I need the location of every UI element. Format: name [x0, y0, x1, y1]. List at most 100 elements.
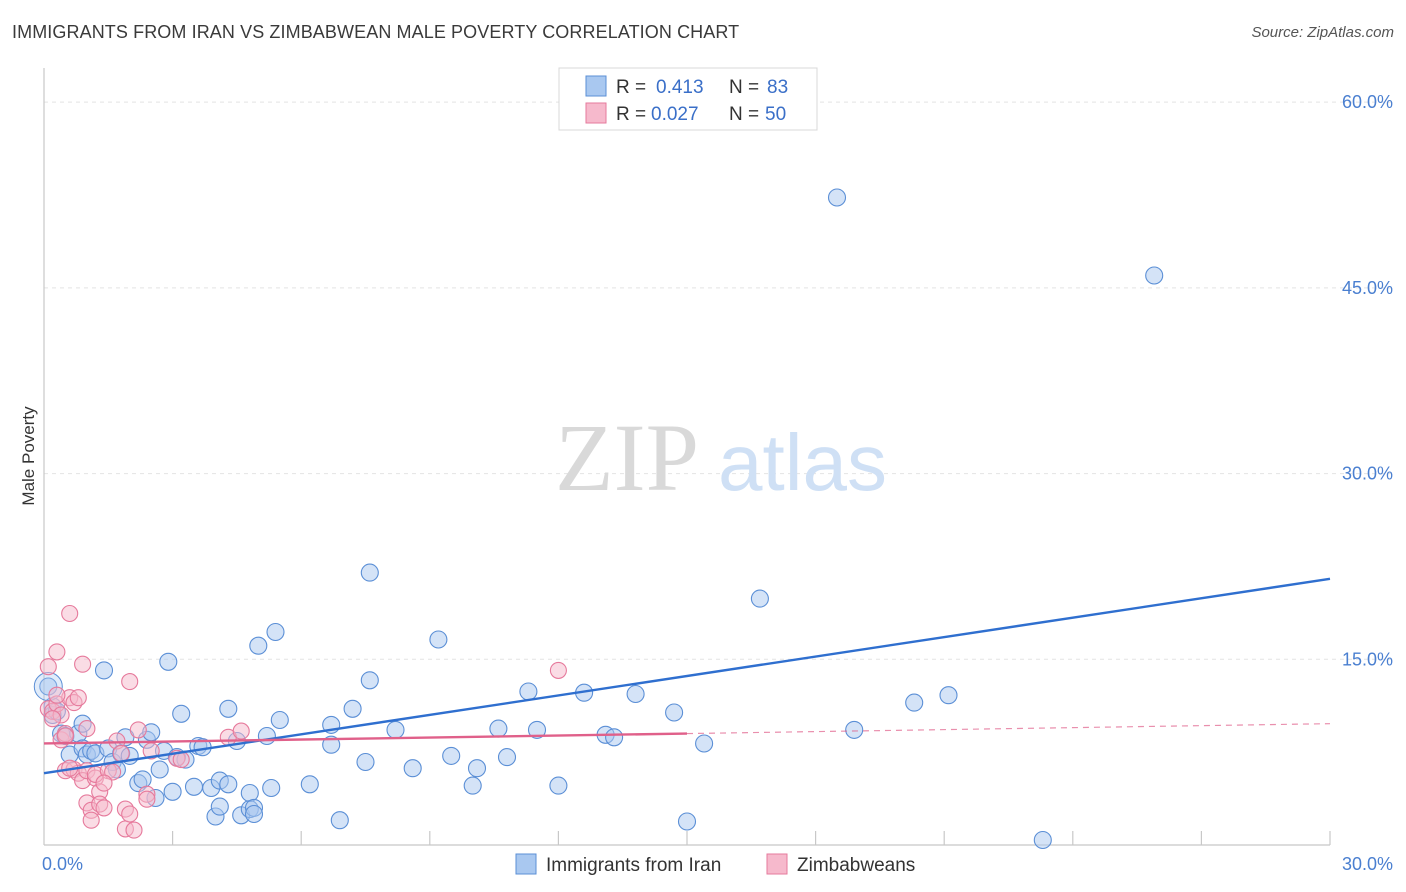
bottom-legend-label-blue: Immigrants from Iran [546, 855, 721, 876]
iran-point-47 [249, 636, 268, 655]
iran-trend-line [43, 577, 1331, 775]
iran-point-63 [442, 746, 461, 765]
zimbabwean-point-48 [78, 720, 96, 738]
watermark-atlas: atlas [718, 418, 887, 507]
iran-point-69 [527, 720, 547, 739]
zimbabwean-point-41 [48, 686, 66, 704]
watermark-zip: ZIP [555, 404, 699, 511]
iran-point-48 [257, 726, 276, 746]
legend-n-label-blue: N = [729, 77, 759, 98]
iran-point-70 [549, 776, 568, 795]
grid-lines [44, 101, 1395, 660]
iran-point-68 [519, 682, 538, 701]
legend-swatch-pink [585, 102, 607, 124]
series-zimbabweans-points [39, 604, 567, 839]
y-tick-label-0: 15.0% [1342, 649, 1393, 669]
legend-n-value-pink: 50 [765, 104, 786, 125]
iran-point-76 [677, 812, 697, 831]
zimbabwean-point-14 [74, 655, 92, 673]
iran-point-59 [360, 563, 379, 582]
zimbabwean-point-42 [44, 710, 62, 728]
zimbabwean-point-46 [549, 661, 567, 679]
iran-point-57 [356, 752, 375, 772]
iran-point-75 [665, 703, 684, 722]
source-label: Source: ZipAtlas.com [1251, 24, 1394, 41]
iran-point-52 [300, 775, 319, 794]
legend-r-value-pink: 0.027 [651, 104, 699, 125]
iran-point-66 [489, 719, 508, 738]
zimbabwean-point-33 [125, 821, 143, 839]
trend-lines [43, 577, 1331, 775]
iran-point-80 [845, 720, 864, 739]
y-tick-label-1: 30.0% [1342, 464, 1393, 484]
iran-point-44 [240, 783, 259, 803]
iran-point-30 [172, 704, 191, 723]
iran-point-84 [1145, 266, 1164, 285]
iran-point-64 [463, 776, 482, 795]
iran-point-51 [270, 710, 289, 730]
x-tick-label-1: 30.0% [1342, 854, 1393, 874]
iran-point-74 [626, 684, 645, 704]
zimbabwean-point-34 [129, 721, 147, 739]
iran-point-28 [163, 782, 182, 801]
legend-swatch-blue [585, 75, 607, 97]
bottom-legend: Immigrants from Iran Zimbabweans [515, 853, 915, 876]
iran-point-61 [403, 759, 422, 778]
iran-point-49 [262, 778, 281, 798]
iran-point-82 [939, 686, 958, 705]
zimbabwean-point-13 [69, 689, 87, 707]
y-tick-label-2: 45.0% [1342, 278, 1393, 298]
iran-point-13 [94, 661, 114, 680]
iran-point-25 [150, 760, 169, 779]
zimbabwean-point-32 [121, 805, 139, 823]
y-tick-label-3: 60.0% [1342, 92, 1393, 112]
iran-point-78 [750, 589, 769, 608]
iran-point-54 [322, 735, 341, 754]
iran-point-27 [159, 652, 178, 671]
iran-point-62 [429, 630, 448, 649]
iran-point-37 [210, 797, 229, 816]
zimbabwean-point-49 [138, 790, 156, 808]
iran-point-79 [827, 188, 847, 207]
legend-r-label-blue: R = [616, 77, 646, 98]
legend: R = 0.413 N = 83 R = 0.027 N = 50 [558, 67, 818, 131]
bottom-legend-swatch-pink [766, 853, 788, 875]
legend-n-label-pink: N = [729, 104, 759, 125]
zimbabwean-point-24 [95, 799, 113, 817]
iran-point-50 [266, 622, 285, 642]
legend-n-value-blue: 83 [767, 77, 788, 98]
bottom-legend-swatch-blue [515, 853, 537, 875]
iran-point-32 [184, 777, 204, 796]
y-axis-label: Male Poverty [19, 406, 38, 506]
zimbabwean-point-43 [56, 727, 74, 745]
zimbabwean-point-28 [112, 744, 130, 762]
iran-point-77 [695, 734, 714, 753]
iran-point-65 [467, 759, 487, 778]
iran-point-40 [219, 775, 238, 794]
zimbabwean-point-9 [61, 604, 79, 623]
tick-labels: 15.0% 30.0% 45.0% 60.0% 0.0% 30.0% [42, 92, 1393, 874]
iran-point-58 [360, 671, 379, 690]
zimbabwean-point-19 [82, 811, 100, 829]
zimbabwean-point-3 [48, 643, 66, 661]
zimbabwean-point-31 [121, 673, 139, 691]
zimbabwean-trend-line [43, 732, 688, 745]
series-iran-points [33, 188, 1164, 850]
watermark: ZIP atlas [555, 404, 887, 511]
zimbabwean-trend-extension [686, 723, 1331, 735]
zimbabwean-point-45 [95, 774, 113, 792]
iran-point-55 [330, 811, 349, 830]
iran-point-83 [1033, 830, 1052, 850]
bottom-legend-label-pink: Zimbabweans [797, 855, 915, 876]
iran-point-81 [905, 693, 924, 712]
zimbabwean-point-40 [232, 722, 250, 740]
legend-r-value-blue: 0.413 [656, 77, 704, 98]
iran-point-21 [133, 770, 152, 789]
x-tick-label-0: 0.0% [42, 854, 83, 874]
iran-point-46 [244, 804, 264, 824]
iran-point-73 [605, 728, 624, 747]
legend-r-label-pink: R = [616, 104, 646, 125]
iran-point-67 [497, 748, 517, 767]
zimbabwean-point-47 [39, 658, 57, 676]
